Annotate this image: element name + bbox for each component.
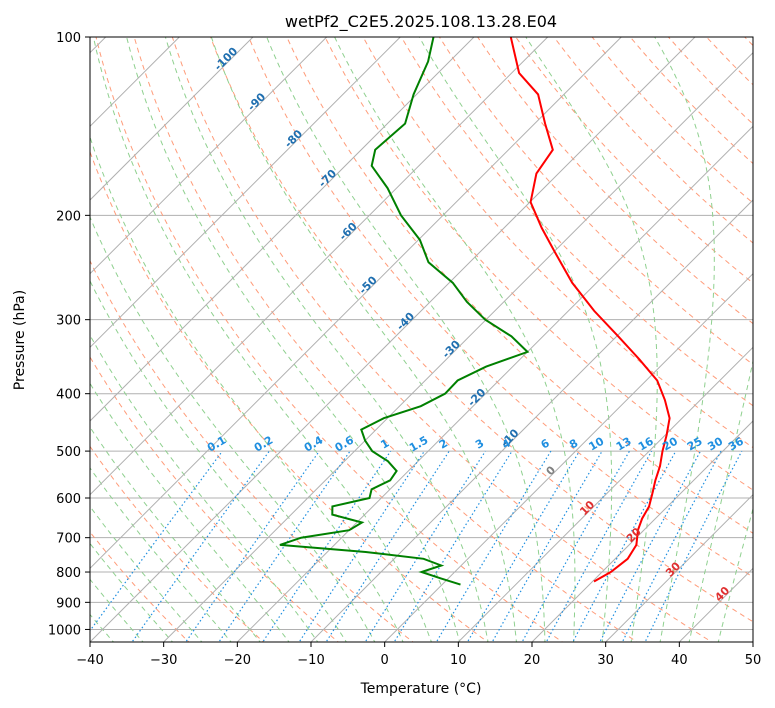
isotherm-line — [384, 272, 753, 642]
isotherm-line — [90, 37, 328, 275]
dry-adiabat-line — [477, 37, 753, 325]
y-tick-label: 800 — [56, 566, 81, 581]
moist-adiabat-line — [266, 37, 546, 642]
plot-frame — [89, 36, 754, 643]
moist-adiabat-line — [654, 37, 715, 642]
moist-adiabat-line — [90, 505, 203, 642]
isotherm-line — [90, 37, 549, 496]
mixing-ratio-line — [131, 450, 270, 642]
moist-adiabat-line — [92, 37, 432, 642]
dry-adiabat-line — [90, 259, 414, 642]
y-tick-label: 1000 — [48, 623, 81, 638]
isotherm-line — [457, 346, 753, 642]
isotherm-line — [90, 37, 622, 570]
moist-adiabat-line — [90, 467, 232, 642]
isotherm-line — [90, 37, 696, 642]
x-tick-label: −30 — [150, 653, 177, 668]
moist-adiabat-line — [90, 426, 261, 642]
x-tick-label: −20 — [224, 653, 251, 668]
data-series — [279, 37, 671, 586]
x-tick-label: 50 — [745, 653, 762, 668]
y-tick-label: 400 — [56, 388, 81, 403]
moist-adiabat-line — [525, 37, 658, 642]
isotherm-line — [752, 641, 753, 642]
axes: −40 −30 −20 −10 0 10 20 30 40 50 100 200 300 400 500 60… — [48, 31, 761, 668]
mixing-ratio-line — [599, 450, 702, 642]
isotherm-line — [163, 51, 753, 642]
y-axis-title: Pressure (hPa) — [12, 290, 28, 390]
y-tick-label: 300 — [56, 314, 81, 329]
isotherm-line — [310, 199, 753, 642]
isotherm-line — [90, 37, 475, 422]
x-tick-label: 20 — [524, 653, 541, 668]
x-tick-label: 0 — [381, 653, 389, 668]
moist-adiabat-line — [334, 37, 576, 642]
moist-adiabat-line — [90, 382, 290, 642]
moist-adiabat-line — [90, 135, 404, 642]
dry-adiabat-line — [90, 531, 190, 642]
y-tick-label: 600 — [56, 492, 81, 507]
y-tick-label: 200 — [56, 209, 81, 224]
y-tick-label: 700 — [56, 532, 81, 547]
dewpoint-line — [279, 37, 530, 586]
dry-adiabat-line — [210, 37, 753, 623]
isotherm-line — [531, 420, 753, 642]
dry-adiabat-line — [90, 356, 339, 642]
moist-adiabat-line — [90, 334, 319, 642]
y-tick-label: 100 — [56, 31, 81, 46]
x-tick-label: 10 — [450, 653, 467, 668]
mixing-ratio-line — [90, 450, 223, 632]
x-tick-label: −10 — [297, 653, 324, 668]
mixing-ratio-line — [262, 450, 392, 642]
dry-adiabat-line — [324, 37, 753, 491]
mixing-ratio-line — [218, 450, 351, 642]
dry-adiabat-line — [90, 150, 489, 642]
temperature-line — [509, 37, 671, 583]
isotherm-line — [236, 125, 753, 642]
mixing-ratio-line — [325, 450, 450, 642]
isotherm-line — [605, 493, 753, 642]
moist-adiabat-line — [90, 578, 144, 642]
isotherm-line — [90, 37, 254, 201]
y-tick-label: 900 — [56, 596, 81, 611]
mixing-ratio-line — [621, 450, 722, 642]
moist-adiabat-line — [210, 37, 518, 642]
mixing-ratio-line — [364, 450, 486, 642]
x-tick-label: 40 — [671, 653, 688, 668]
isotherm-line — [90, 37, 401, 349]
x-axis-title: Temperature (°C) — [360, 681, 482, 697]
background-lines — [90, 37, 753, 642]
mixing-ratio-line — [298, 450, 425, 642]
mixing-ratio-line — [185, 450, 320, 642]
chart-title: wetPf2_C2E5.2025.108.13.28.E04 — [285, 12, 557, 32]
moist-adiabat-line — [90, 279, 347, 642]
x-tick-label: 30 — [597, 653, 614, 668]
mixing-ratio-line — [466, 450, 580, 642]
x-tick-label: −40 — [76, 653, 103, 668]
moist-adiabat-line — [164, 37, 489, 642]
moist-adiabat-line — [90, 542, 174, 642]
plot-background — [90, 37, 753, 642]
dry-adiabat-line — [362, 37, 753, 449]
y-tick-label: 500 — [56, 445, 81, 460]
dry-adiabat-line — [133, 37, 638, 642]
